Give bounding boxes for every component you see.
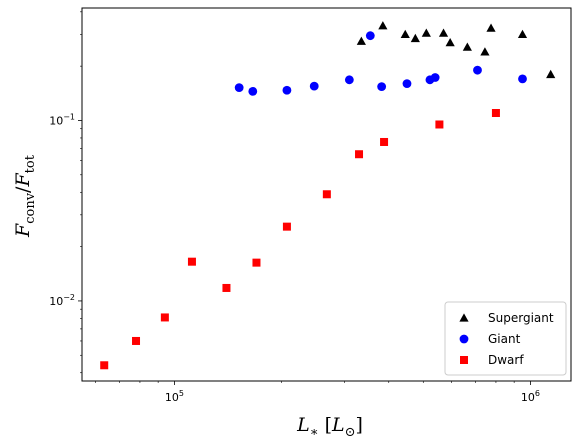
data-markers: [100, 21, 556, 370]
supergiant-point: [445, 38, 455, 47]
dwarf-point: [435, 120, 444, 129]
legend-label-supergiant: Supergiant: [488, 311, 554, 325]
dwarf-point: [491, 109, 500, 118]
dwarf-point: [132, 336, 141, 345]
y-axis-label: Fconv/Ftot: [12, 154, 38, 238]
dwarf-point: [380, 137, 389, 146]
legend-marker-giant: [459, 334, 469, 344]
giant-point: [248, 86, 258, 96]
supergiant-point: [400, 29, 410, 39]
giant-point: [234, 83, 244, 93]
supergiant-point: [356, 36, 366, 45]
dwarf-point: [222, 283, 231, 292]
dwarf-point: [187, 257, 196, 266]
supergiant-point: [546, 69, 556, 79]
giant-point: [402, 79, 412, 89]
minor-ticks: [80, 11, 515, 383]
dwarf-point: [100, 361, 109, 370]
giant-point: [473, 65, 482, 75]
giant-point: [309, 81, 319, 91]
plot-frame: [81, 7, 572, 382]
giant-point: [282, 85, 292, 95]
x-tick-label: 105: [165, 389, 184, 404]
legend-marker-supergiant: [459, 313, 469, 322]
giant-point: [365, 31, 375, 41]
major-ticks: 105 106 10−2 10−1: [49, 112, 540, 404]
dwarf-point: [160, 313, 169, 322]
legend-label-dwarf: Dwarf: [488, 353, 524, 367]
plot-area: 105 106 10−2 10−1: [49, 7, 572, 404]
giant-point: [377, 82, 387, 92]
supergiant-point: [486, 23, 496, 32]
legend: Supergiant Giant Dwarf: [444, 301, 567, 376]
dwarf-point: [355, 150, 364, 159]
dwarf-point: [252, 258, 261, 267]
supergiant-point: [421, 28, 431, 37]
supergiant-point: [410, 33, 420, 43]
legend-label-giant: Giant: [488, 332, 521, 346]
legend-marker-dwarf: [460, 356, 468, 364]
dwarf-point: [322, 190, 331, 199]
supergiant-point: [517, 29, 528, 39]
dwarf-point: [282, 222, 291, 231]
supergiant-point: [462, 42, 472, 51]
giant-point: [518, 74, 527, 84]
giant-point: [430, 73, 440, 82]
giant-point: [344, 75, 354, 85]
supergiant-point: [480, 47, 490, 56]
supergiant-point: [438, 28, 449, 37]
legend-entries: Supergiant Giant Dwarf: [459, 311, 554, 367]
legend-box: [444, 301, 567, 376]
x-axis-label: L∗ [L⊙]: [296, 414, 363, 440]
supergiant-point: [378, 21, 388, 30]
y-tick-label: 10−2: [49, 293, 75, 308]
y-tick-label: 10−1: [49, 112, 75, 127]
x-tick-label: 106: [521, 389, 540, 404]
